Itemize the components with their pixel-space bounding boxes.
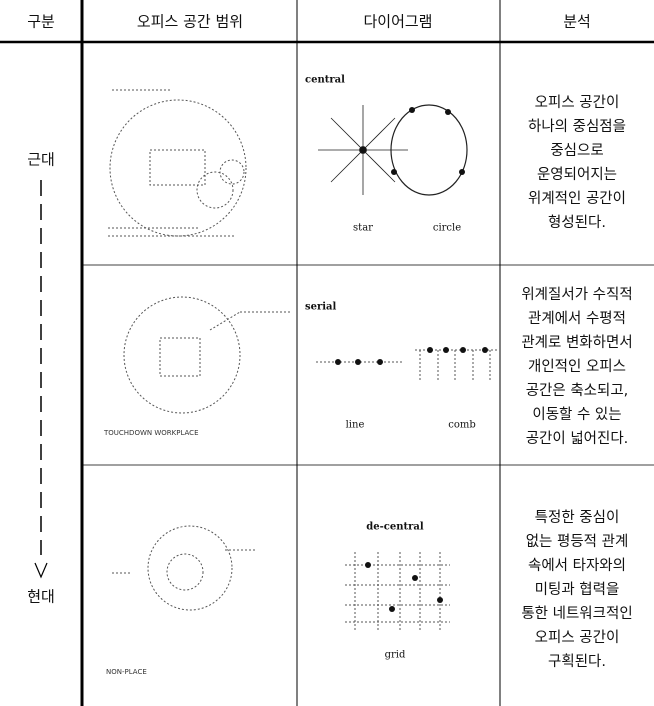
grid-diagram <box>345 552 450 632</box>
sketch-2 <box>123 296 290 414</box>
analysis-line: 오피스 공간이 <box>535 94 620 111</box>
analysis-line: 위계적인 공간이 <box>528 190 626 207</box>
header-cell: 다이어그램 <box>363 13 432 31</box>
comb-diagram <box>415 347 497 380</box>
analysis-line: 관계로 변화하면서 <box>521 334 632 351</box>
diagram-label: grid <box>385 650 406 661</box>
star-diagram <box>318 105 408 195</box>
analysis-line: 운영되어지는 <box>537 166 617 183</box>
analysis-line: 공간은 축소되고, <box>526 382 629 399</box>
sketch-label: TOUCHDOWN WORKPLACE <box>103 429 199 437</box>
circle-diagram <box>390 104 468 196</box>
diagram-title: serial <box>305 302 337 313</box>
timeline-arrow <box>34 562 48 579</box>
analysis-line: 형성된다. <box>548 214 606 231</box>
analysis-line: 구획된다. <box>548 653 606 670</box>
sketch-label: NON-PLACE <box>106 668 147 676</box>
line-diagram <box>316 359 402 365</box>
diagram-label: circle <box>433 223 461 234</box>
analysis-line: 없는 평등적 관계 <box>526 533 629 550</box>
analysis-line: 이동할 수 있는 <box>532 406 621 423</box>
analysis-line: 관계에서 수평적 <box>528 310 626 327</box>
analysis-line: 공간이 넓어진다. <box>526 430 629 447</box>
analysis-line: 개인적인 오피스 <box>528 358 626 375</box>
header-cell: 구분 <box>27 13 55 31</box>
header-cell: 오피스 공간 범위 <box>137 13 243 31</box>
period-start: 근대 <box>27 151 55 169</box>
period-end: 현대 <box>27 588 55 606</box>
diagram-label: line <box>346 420 365 431</box>
analysis-line: 위계질서가 수직적 <box>521 286 632 303</box>
header-cell: 분석 <box>563 13 591 31</box>
diagram-title: central <box>305 75 345 86</box>
analysis-line: 미팅과 협력을 <box>535 581 620 598</box>
diagram-label: comb <box>448 420 476 431</box>
analysis-line: 특정한 중심이 <box>535 509 620 526</box>
sketch-1 <box>108 89 247 237</box>
analysis-line: 오피스 공간이 <box>535 629 620 646</box>
analysis-line: 중심으로 <box>550 142 603 159</box>
analysis-line: 속에서 타자와의 <box>528 557 626 574</box>
sketch-3 <box>112 525 255 611</box>
analysis-line: 하나의 중심점을 <box>528 118 626 135</box>
diagram-title: de-central <box>366 522 424 533</box>
diagram-label: star <box>353 223 373 234</box>
analysis-line: 통한 네트워크적인 <box>521 605 632 622</box>
